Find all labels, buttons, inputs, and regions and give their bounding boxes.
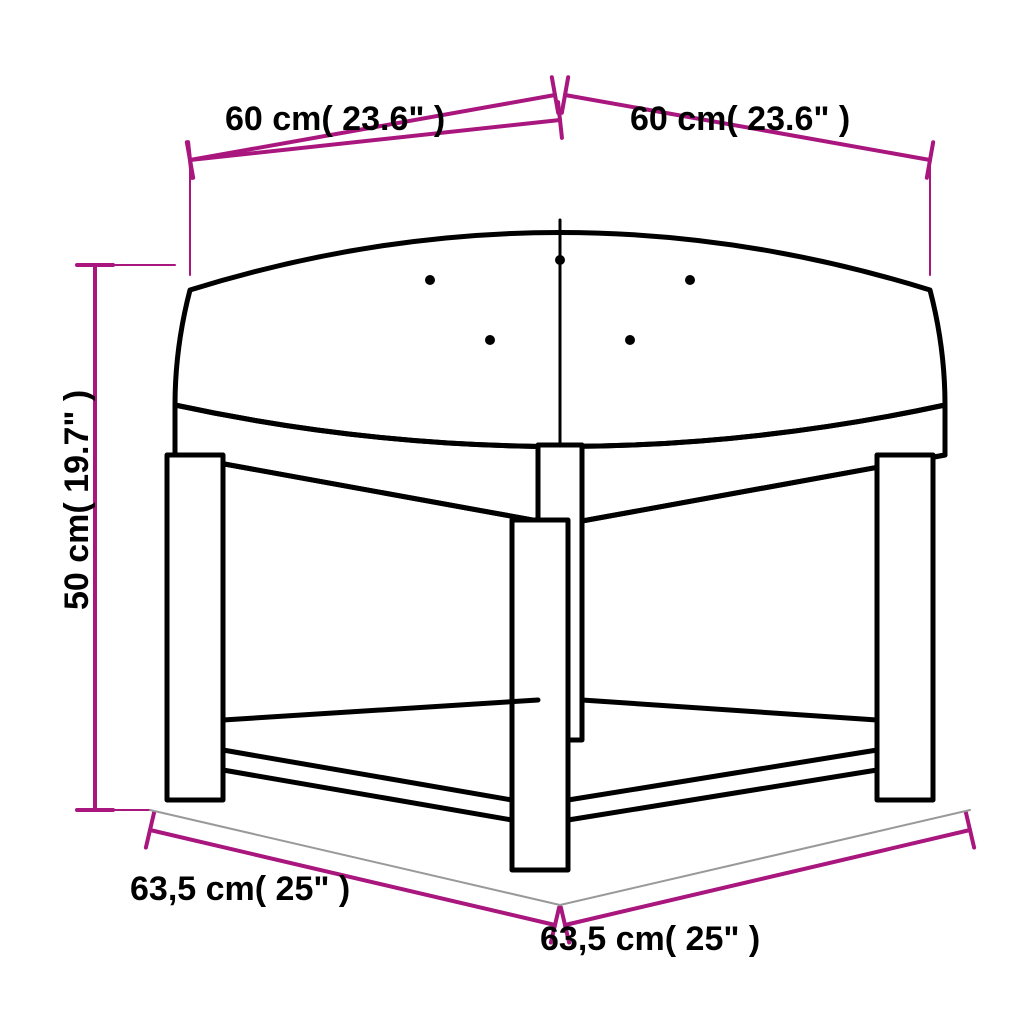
dim-top-left-label: 60 cm( 23.6" ) bbox=[225, 100, 445, 139]
dimension-diagram: 60 cm( 23.6" ) 60 cm( 23.6" ) 50 cm( 19.… bbox=[0, 0, 1024, 1024]
dim-height-label: 50 cm( 19.7" ) bbox=[58, 390, 97, 610]
dim-bottom-right-label: 63,5 cm( 25" ) bbox=[540, 920, 760, 959]
dim-bottom-left-label: 63,5 cm( 25" ) bbox=[130, 870, 350, 909]
dim-top-right-label: 60 cm( 23.6" ) bbox=[630, 100, 850, 139]
